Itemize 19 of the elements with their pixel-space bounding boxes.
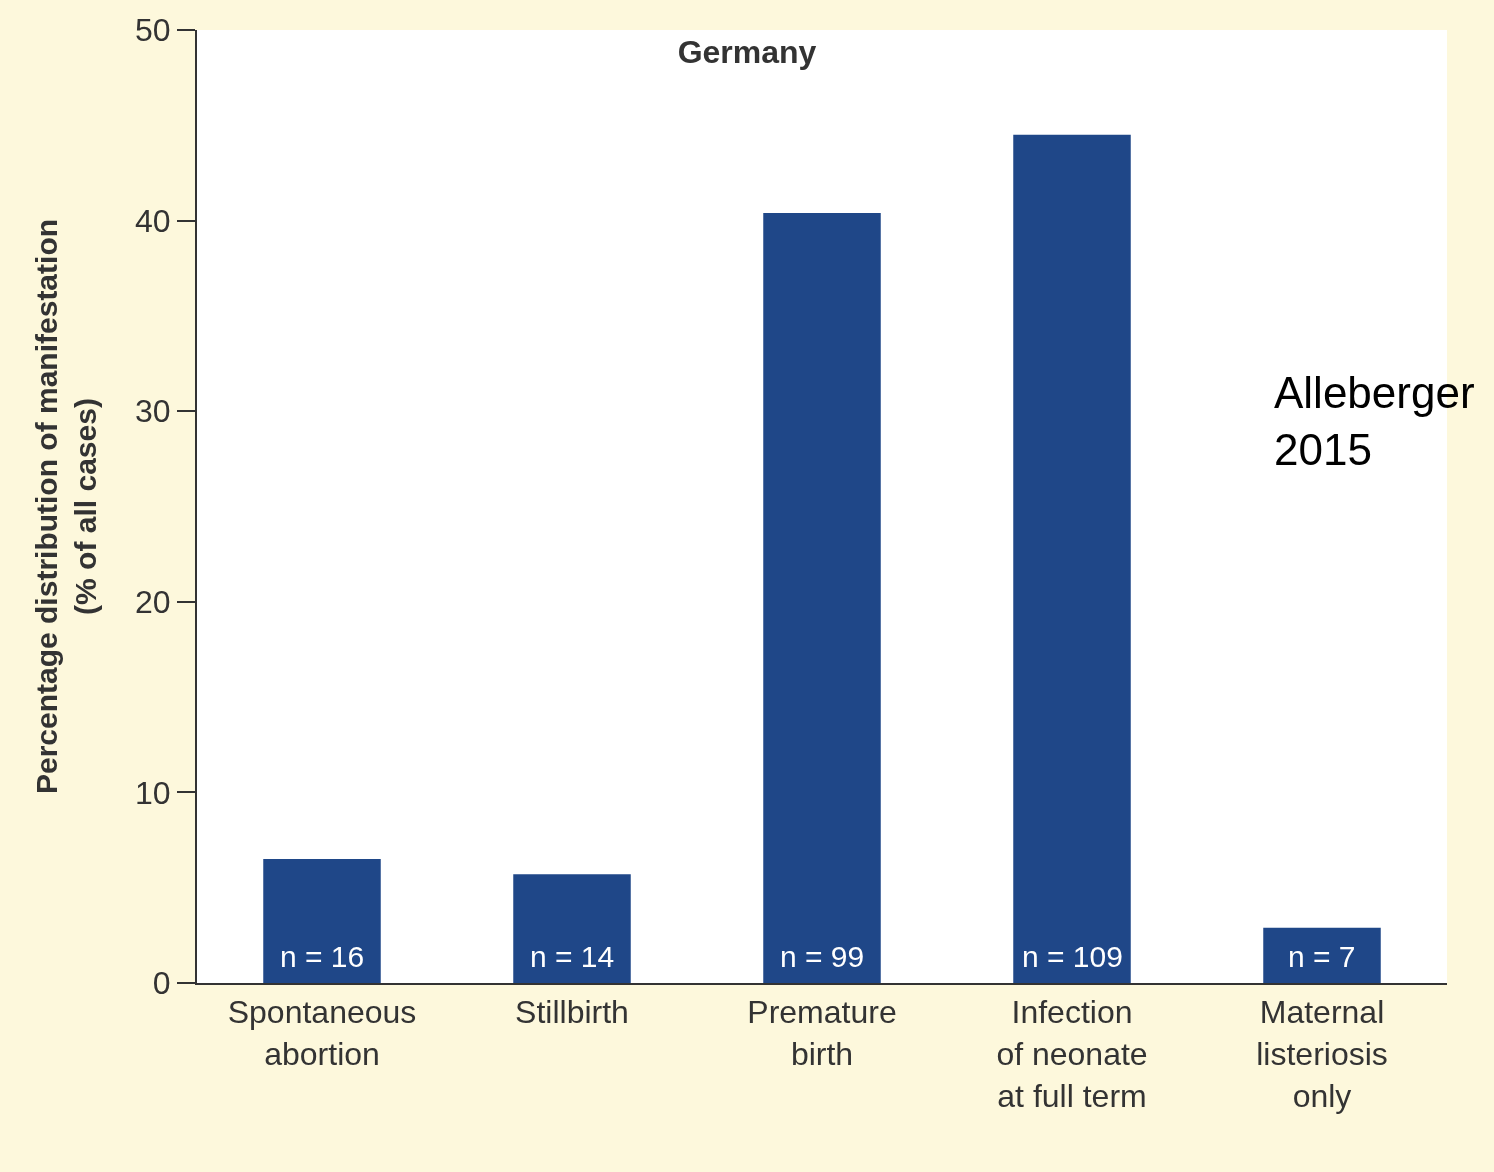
y-axis-title: Percentage distribution of manifestation (% of all cases) — [29, 218, 102, 795]
annotation: n = 7 — [1288, 940, 1356, 973]
y-tick-label: 20 — [135, 584, 171, 620]
y-tick-label: 30 — [135, 393, 171, 430]
y-tick-label: 40 — [135, 202, 171, 239]
y-tick-label: 50 — [135, 12, 171, 49]
annotation: n = 14 — [530, 940, 615, 973]
annotation: n = 16 — [280, 940, 365, 973]
y-tick-label: 0 — [152, 965, 171, 1002]
annotation: n = 109 — [1022, 940, 1123, 973]
x-tick-label: Stillbirth — [515, 994, 629, 1031]
x-tick-label: Infection of neonate at full term — [996, 994, 1148, 1114]
annotation: n = 99 — [780, 940, 865, 973]
x-tick-label: Spontaneous abortion — [227, 994, 417, 1072]
chart-title: Germany — [677, 34, 817, 71]
y-tick-label: 10 — [135, 774, 171, 811]
x-tick-label: Maternal listeriosis only — [1256, 994, 1388, 1114]
annotation: Alleberger 2015 — [1274, 368, 1475, 475]
x-tick-label: Premature birth — [747, 994, 897, 1072]
